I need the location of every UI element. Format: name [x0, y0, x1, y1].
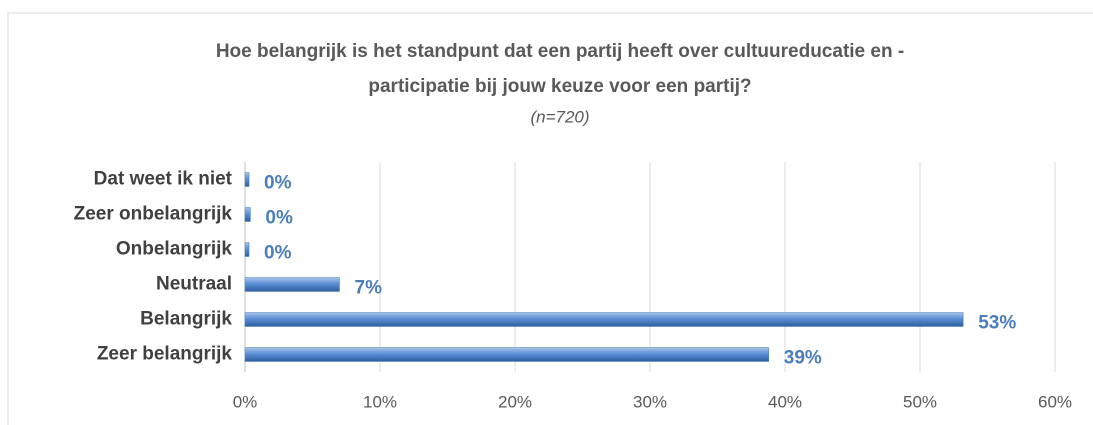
x-tick-label: 20%: [498, 392, 532, 411]
chart-title: Hoe belangrijk is het standpunt dat een …: [216, 41, 904, 62]
bar: [244, 207, 251, 222]
value-label: 0%: [265, 208, 293, 229]
x-tick-label: 50%: [903, 392, 937, 411]
bar: [244, 312, 964, 327]
y-tick-label: Belangrijk: [140, 309, 232, 330]
bar: [244, 242, 250, 257]
x-tick-label: 10%: [363, 392, 397, 411]
x-tick-label: 30%: [633, 392, 667, 411]
x-tick-label: 40%: [768, 392, 802, 411]
value-label: 53%: [978, 313, 1016, 334]
y-tick-label: Zeer onbelangrijk: [74, 204, 233, 225]
chart-subtitle: (n=720): [530, 107, 589, 126]
x-tick-label: 0%: [233, 392, 258, 411]
bar: [244, 172, 250, 187]
chart-border: [7, 12, 1093, 425]
y-tick-label: Neutraal: [156, 274, 232, 295]
y-tick-label: Zeer belangrijk: [97, 344, 233, 365]
y-tick-label: Onbelangrijk: [116, 239, 233, 260]
bar: [244, 347, 770, 362]
value-label: 7%: [355, 278, 383, 299]
y-tick-label: Dat weet ik niet: [94, 169, 233, 190]
bar: [244, 277, 340, 292]
value-label: 39%: [784, 348, 822, 369]
x-tick-label: 60%: [1038, 392, 1072, 411]
chart-title: participatie bij jouw keuze voor een par…: [368, 76, 751, 97]
value-label: 0%: [264, 243, 292, 264]
value-label: 0%: [264, 173, 292, 194]
